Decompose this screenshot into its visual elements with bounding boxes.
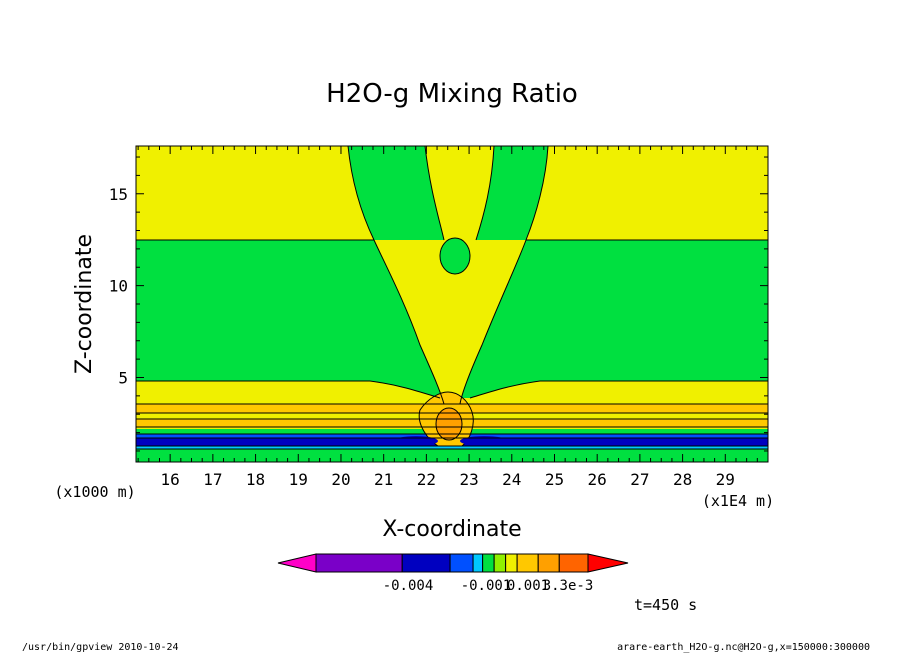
colorbar-label: 0.001 [507, 578, 549, 594]
x-tick-label: 23 [459, 470, 478, 489]
x-tick-label: 21 [374, 470, 393, 489]
band-cyan [136, 446, 768, 449]
x-axis: 16 17 18 19 20 21 22 23 24 25 26 27 28 29 [137, 146, 758, 489]
footer-right: arare-earth_H2O-g.nc@H2O-g,x=150000:3000… [617, 642, 870, 653]
colorbar-segment [482, 553, 495, 573]
colorbar-segment [449, 553, 474, 573]
x-tick-label: 16 [161, 470, 180, 489]
colorbar-label: -0.004 [383, 578, 434, 594]
colorbar-label: -0.001 [461, 578, 512, 594]
x-tick-label: 17 [203, 470, 222, 489]
colorbar-segment [537, 553, 560, 573]
colorbar-segment [493, 553, 507, 573]
x-tick-label: 24 [502, 470, 521, 489]
y-unit-label: (x1000 m) [54, 483, 135, 501]
colorbar-segment [401, 553, 451, 573]
region-green-eye [440, 238, 470, 274]
x-tick-label: 25 [545, 470, 564, 489]
contour-field [135, 145, 769, 463]
colorbar-label: 3.3e-3 [543, 578, 594, 594]
colorbar-arrow-left [277, 553, 317, 573]
colorbar-segment [505, 553, 518, 573]
colorbar-segment [558, 553, 589, 573]
y-axis: 5 10 15 [109, 156, 768, 452]
x-tick-label: 26 [588, 470, 607, 489]
y-axis-label: Z-coordinate [72, 234, 97, 374]
band-green-bottom [136, 449, 768, 462]
region-yellow-top [136, 146, 768, 240]
region-green-plume-right [476, 146, 548, 240]
x-tick-label: 20 [331, 470, 350, 489]
x-tick-label: 28 [673, 470, 692, 489]
footer-left: /usr/bin/gpview 2010-10-24 [22, 642, 179, 653]
y-tick-label: 5 [118, 368, 128, 387]
region-orange-core [436, 408, 462, 440]
time-label: t=450 s [634, 596, 697, 614]
colorbar-arrow-right [587, 553, 629, 573]
colorbar-segment [472, 553, 484, 573]
contour-core [435, 407, 463, 441]
x-tick-label: 22 [417, 470, 436, 489]
region-yellow-v [374, 240, 526, 404]
x-unit-label: (x1E4 m) [702, 492, 774, 510]
x-axis-label: X-coordinate [382, 517, 521, 542]
region-green-plume-left [348, 146, 444, 240]
y-tick-label: 15 [109, 185, 128, 204]
x-tick-label: 19 [289, 470, 308, 489]
colorbar-segment [516, 553, 539, 573]
colorbar-segment [315, 553, 403, 573]
x-tick-label: 29 [716, 470, 735, 489]
x-tick-label: 18 [246, 470, 265, 489]
chart-title: H2O-g Mixing Ratio [326, 79, 578, 109]
y-tick-label: 10 [109, 277, 128, 296]
x-tick-label: 27 [630, 470, 649, 489]
